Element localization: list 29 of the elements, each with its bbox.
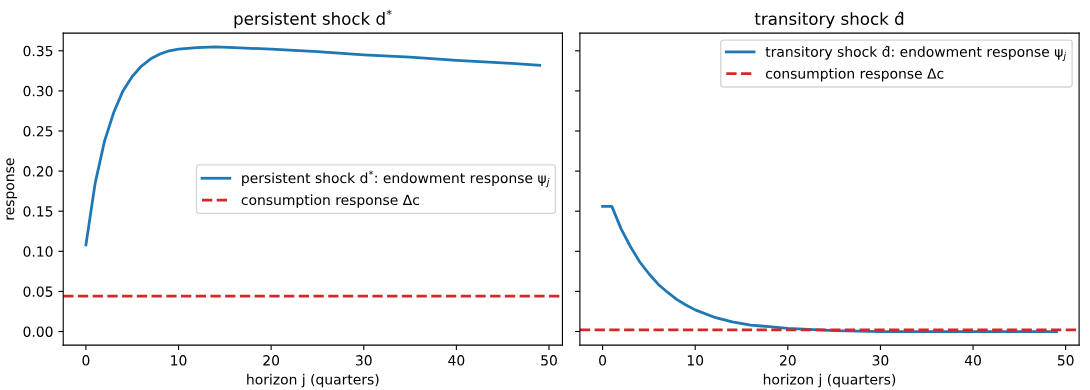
y-axis-title: response [6, 158, 18, 220]
legend-label: consumption response Δc [765, 68, 944, 82]
x-tick-label: 40 [964, 355, 981, 366]
chart-title: persistent shock d$^{*}$ [234, 9, 392, 29]
x-axis-title: horizon j (quarters) [247, 373, 379, 388]
x-tick-label: 40 [448, 355, 465, 366]
x-tick-label: 0 [82, 355, 90, 366]
x-tick-label: 50 [541, 355, 557, 366]
y-tick-label: 0.25 [23, 125, 53, 137]
chart-title: transitory shock d̂ [754, 11, 904, 29]
legend-label: consumption response Δc [241, 194, 419, 208]
x-tick-label: 30 [872, 355, 889, 366]
x-tick-label: 0 [599, 355, 607, 366]
y-tick-label: 0.15 [23, 206, 53, 217]
y-tick-label: 0.05 [23, 286, 53, 297]
y-tick-label: 0.10 [23, 246, 53, 257]
x-tick-label: 30 [355, 355, 372, 366]
legend-label: persistent shock d$^{*}$: endowment response ψ$_{j}$ [242, 170, 550, 188]
x-tick-label: 20 [263, 355, 280, 366]
x-tick-label: 10 [687, 355, 704, 366]
x-tick-label: 50 [1057, 355, 1074, 366]
y-tick-label: 0.00 [23, 326, 53, 337]
y-tick-label: 0.35 [23, 45, 53, 57]
x-tick-label: 10 [171, 355, 187, 366]
legend-label: transitory shock d̂: endowment response ψ$_{j}$ [765, 45, 1067, 62]
x-axis-title: horizon j (quarters) [763, 373, 896, 388]
x-tick-label: 20 [780, 355, 796, 366]
y-tick-label: 0.30 [23, 85, 53, 97]
y-tick-label: 0.20 [23, 166, 53, 177]
